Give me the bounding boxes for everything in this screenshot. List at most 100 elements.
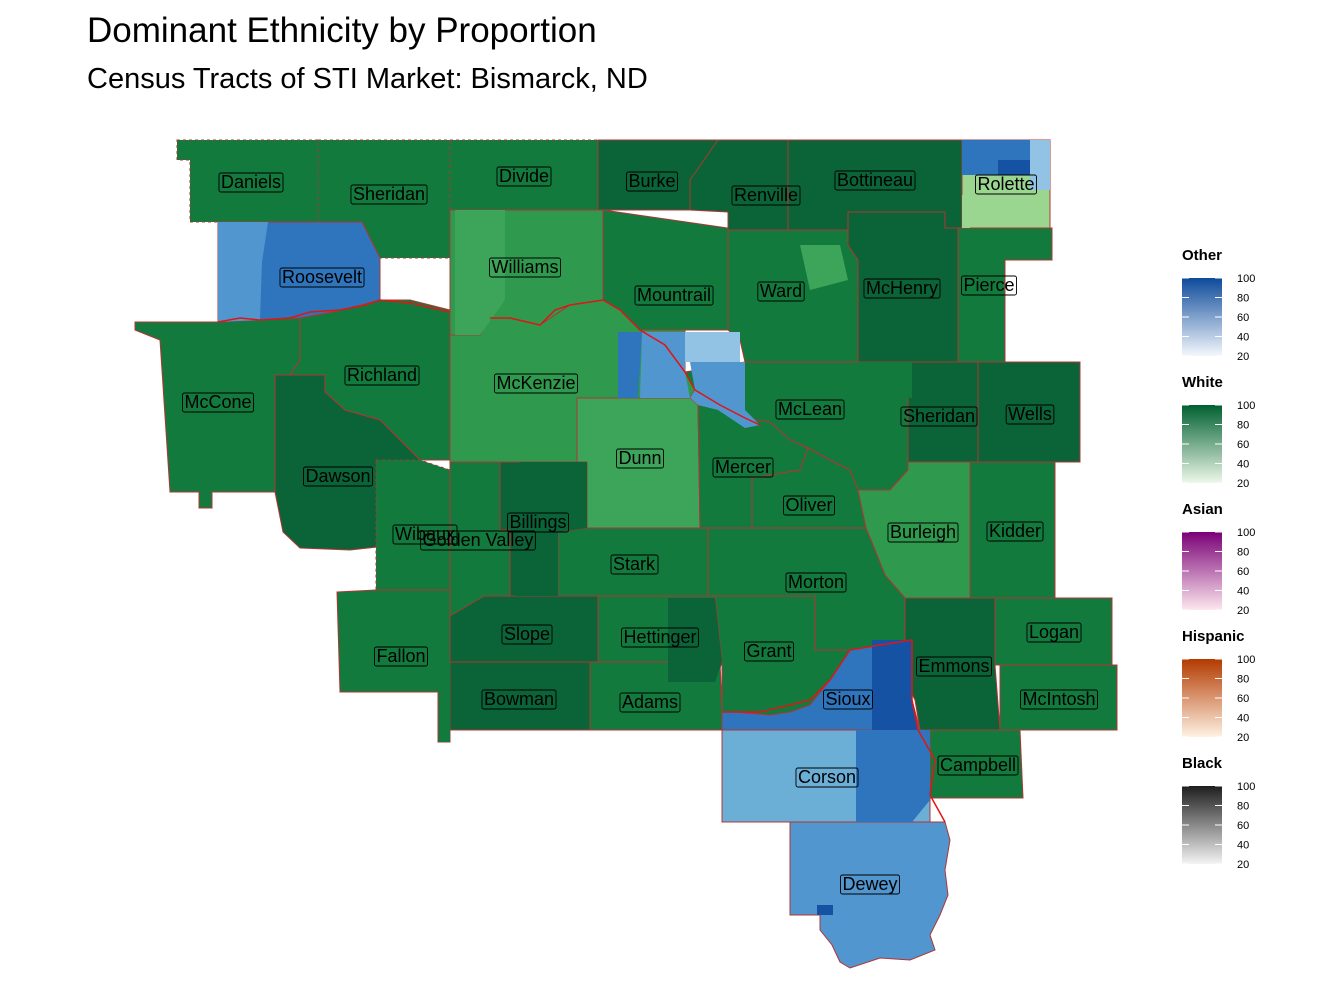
legend-tick-label: 40 [1237,459,1249,471]
county-label-text: Sheridan [353,184,425,204]
county-label-box [303,466,373,487]
county-label-text: Dewey [842,874,897,894]
legend-tick-label: 80 [1237,674,1249,686]
legend-tick-label: 40 [1237,840,1249,852]
county-label-box [961,275,1017,296]
county-label: Sheridan [900,406,978,427]
county-label-box [712,457,774,478]
county-label-text: Richland [347,365,417,385]
county-label: McHenry [863,278,941,299]
county-label-box [916,656,992,677]
county-label-box [218,172,284,193]
legend-tick-label: 80 [1237,293,1249,305]
legend-title: White [1182,374,1223,391]
boundary-line [217,299,451,323]
legend-tick-label: 80 [1237,547,1249,559]
county-label: Rolette [975,174,1037,195]
county-label: Stark [610,554,659,575]
county-label: Bottineau [834,170,916,191]
county-label: Burke [626,171,678,192]
county-label-box [489,257,561,278]
county-label-text: Oliver [785,495,832,515]
county-label-text: Mercer [715,457,771,477]
county-label-text: Daniels [221,172,281,192]
county-label-text: Roosevelt [282,267,362,287]
county-label-box [775,399,845,420]
county-label-box [494,373,578,394]
county-label: Oliver [783,495,835,516]
county-label: Billings [507,512,569,533]
county-label-text: McCone [184,392,251,412]
legend-title: Black [1182,755,1223,772]
county-label-text: Fallon [376,646,425,666]
legend-tick-label: 20 [1237,732,1249,744]
boundary-line [722,639,913,713]
tract-accent [515,462,587,596]
county-label-text: McKenzie [496,373,575,393]
county-label-text: McHenry [866,278,938,298]
county-label: McKenzie [494,373,578,394]
county-label-box [1020,689,1098,710]
county-label-text: McLean [778,399,842,419]
county-label: Slope [501,624,553,645]
legend-tick-label: 20 [1237,605,1249,617]
legend-tick-label: 100 [1237,781,1255,793]
county-label-box [937,755,1019,776]
county-label-box [374,646,428,667]
county-label-text: Burke [628,171,675,191]
county-label: Golden Valley [420,530,536,551]
county-label: Renville [731,185,801,206]
county-label-text: Adams [622,692,678,712]
county-label-box [619,692,681,713]
county-label-box [795,767,859,788]
legend-tick-label: 100 [1237,654,1255,666]
county-label: McLean [775,399,845,420]
county-label-box [731,185,801,206]
county-label-text: Wells [1008,404,1052,424]
county-label: Kidder [986,521,1044,542]
county-label-box [757,281,805,302]
county-label-text: Hettinger [623,627,696,647]
county-label: Roosevelt [279,267,365,288]
county-label-box [975,174,1037,195]
county-label-text: Burleigh [890,522,956,542]
county-label-text: Stark [613,554,656,574]
tract-accent [618,332,642,398]
county-label-text: Ward [760,281,802,301]
legend-tick-label: 60 [1237,820,1249,832]
tract-accent [800,245,848,290]
legend-tick-label: 60 [1237,312,1249,324]
county-label-text: Wibaux [395,524,455,544]
county-label-text: Rolette [977,174,1034,194]
county-label-text: McIntosh [1022,689,1095,709]
county-label-text: Dawson [305,466,370,486]
legend-title: Asian [1182,501,1223,518]
county-label: Emmons [916,656,992,677]
county-label-box [610,554,659,575]
county-label-box [986,521,1044,542]
map-subtitle: Census Tracts of STI Market: Bismarck, N… [87,63,648,95]
county-label-box [481,689,557,710]
legend-tick-label: 60 [1237,693,1249,705]
county-label-box [626,171,678,192]
county-label: Ward [757,281,805,302]
county-label-box [621,627,699,648]
county-label-box [496,166,552,187]
county-label: McIntosh [1020,689,1098,710]
legend-tick-label: 20 [1237,859,1249,871]
county-label-box [420,530,536,551]
legend-tick-label: 100 [1237,527,1255,539]
legend-title: Other [1182,247,1222,264]
legend-tick-label: 40 [1237,713,1249,725]
tract-accent [962,195,970,228]
county-label: Divide [496,166,552,187]
county-label: Adams [619,692,681,713]
county-label-text: Emmons [918,656,989,676]
county-label-text: Logan [1029,622,1079,642]
county-label: Dunn [616,448,664,469]
map-title: Dominant Ethnicity by Proportion [87,11,597,50]
county-label-text: Sheridan [903,406,975,426]
county-label: Dawson [303,466,373,487]
tract-accent [856,730,930,822]
county-label-text: Bottineau [837,170,913,190]
